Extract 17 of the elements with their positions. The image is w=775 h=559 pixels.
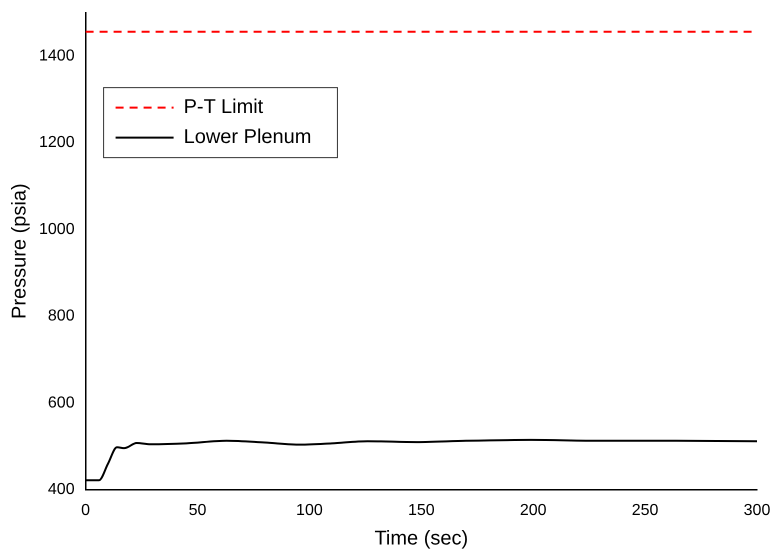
x-tick-label: 50 [188, 502, 206, 519]
x-tick-label: 100 [296, 502, 323, 519]
x-tick-label: 250 [632, 502, 659, 519]
y-tick-label: 600 [48, 394, 75, 412]
y-tick-label: 800 [48, 308, 75, 325]
legend-label: P-T Limit [184, 96, 264, 118]
y-tick-label: 1400 [39, 47, 75, 64]
x-axis-title: Time (sec) [374, 528, 468, 550]
y-tick-label: 1200 [39, 134, 75, 152]
x-tick-label: 300 [744, 502, 770, 519]
y-tick-label: 400 [48, 481, 75, 498]
legend-label: Lower Plenum [184, 126, 312, 148]
y-tick-label: 1000 [39, 220, 75, 238]
x-tick-label: 0 [81, 502, 90, 519]
x-tick-label: 200 [520, 502, 547, 519]
x-tick-label: 150 [408, 502, 435, 519]
y-axis-title: Pressure (psia) [8, 183, 31, 320]
